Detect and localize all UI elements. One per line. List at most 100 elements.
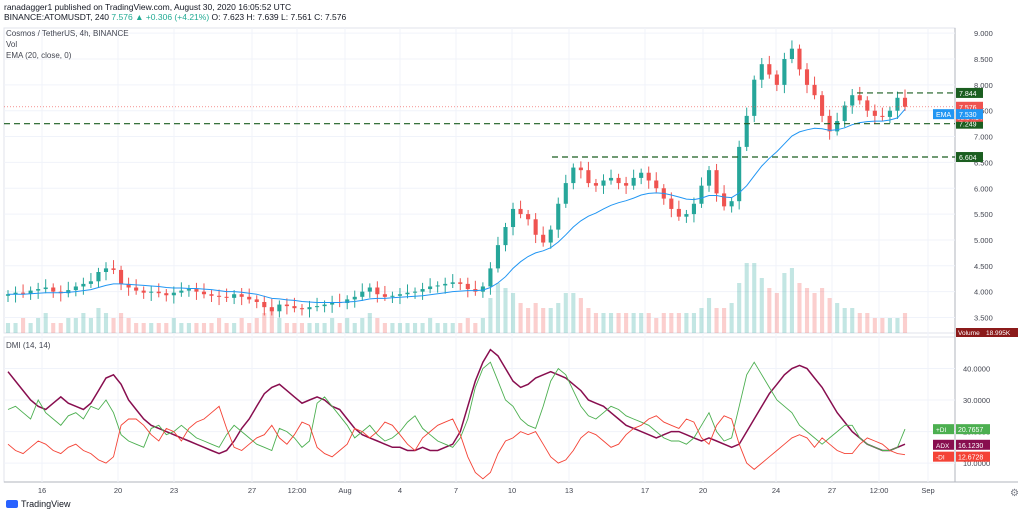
legend-ema[interactable]: EMA (20, close, 0) xyxy=(6,51,72,60)
candle-body xyxy=(111,268,116,270)
volume-bar xyxy=(593,313,599,333)
legend-pair[interactable]: Cosmos / TetherUS, 4h, BINANCE xyxy=(6,29,129,38)
dmi-line-di xyxy=(7,361,906,452)
volume-bar xyxy=(314,323,320,333)
candle-body xyxy=(608,177,614,181)
candle-body xyxy=(624,183,629,186)
price-tick-label: 4.000 xyxy=(974,288,993,297)
level-tag xyxy=(956,152,983,163)
candle-body xyxy=(5,294,11,296)
ema-line xyxy=(8,108,906,303)
volume-bar xyxy=(804,288,810,333)
candle-body xyxy=(578,167,583,171)
candle-body xyxy=(126,283,131,288)
volume-bar xyxy=(571,293,576,333)
volume-bar xyxy=(902,313,908,333)
candle-body xyxy=(314,306,320,308)
volume-bar xyxy=(119,313,124,333)
time-tick-label: 23 xyxy=(170,486,178,495)
volume-bar xyxy=(420,323,425,333)
candle-body xyxy=(330,301,335,305)
volume-bar xyxy=(299,323,305,333)
candle-body xyxy=(299,308,305,310)
volume-bar xyxy=(367,313,372,333)
price-tick-label: 4.500 xyxy=(974,262,993,271)
candle-body xyxy=(390,295,395,297)
candle-body xyxy=(759,64,764,80)
candle-body xyxy=(307,307,312,310)
time-tick-label: 10 xyxy=(508,486,516,495)
candle-body xyxy=(217,295,222,297)
volume-bar xyxy=(488,298,493,333)
candle-body xyxy=(194,289,199,292)
volume-bar xyxy=(156,323,161,333)
dmi-value-tag xyxy=(956,451,990,462)
candle-body xyxy=(51,287,56,292)
candle-body xyxy=(232,294,237,298)
volume-bar xyxy=(292,323,297,333)
volume-bar xyxy=(284,323,289,333)
candle-body xyxy=(36,289,41,291)
legend-volume[interactable]: Vol xyxy=(6,40,18,49)
time-tick-label: 24 xyxy=(772,486,780,495)
settings-gear-icon[interactable]: ⚙ xyxy=(1010,488,1019,499)
volume-bar xyxy=(518,303,523,333)
time-tick-label: Sep xyxy=(921,486,934,495)
volume-bar xyxy=(676,313,681,333)
candle-body xyxy=(480,286,485,292)
price-tick-label: 7.000 xyxy=(974,133,993,142)
candle-body xyxy=(691,203,696,215)
volume-tag-value: 18.995K xyxy=(986,330,1011,337)
candle-body xyxy=(729,201,734,207)
volume-bar xyxy=(503,288,508,333)
candle-body xyxy=(669,198,674,209)
candle-body xyxy=(812,84,817,96)
candle-body xyxy=(443,283,448,286)
time-tick-label: 16 xyxy=(38,486,46,495)
volume-bar xyxy=(872,318,877,333)
candle-body xyxy=(164,293,169,296)
candle-body xyxy=(277,304,282,312)
volume-bar xyxy=(81,313,86,333)
candle-body xyxy=(284,304,289,307)
candle-body xyxy=(397,294,403,296)
volume-bar xyxy=(5,323,11,333)
time-tick-label: 27 xyxy=(248,486,256,495)
candle-body xyxy=(706,170,712,186)
volume-bar xyxy=(352,323,357,333)
ema-value-tag-label: 7.530 xyxy=(959,112,977,119)
volume-bar xyxy=(789,268,794,333)
price-tick-label: 6.500 xyxy=(974,158,993,167)
price-tick-label: 5.500 xyxy=(974,210,993,219)
volume-bar xyxy=(465,318,470,333)
volume-bar xyxy=(375,318,380,333)
volume-bar xyxy=(58,323,63,333)
level-tag-label: 6.604 xyxy=(959,155,977,162)
volume-bar xyxy=(533,303,538,333)
candle-body xyxy=(533,219,538,235)
candle-body xyxy=(541,234,546,243)
candle-body xyxy=(103,268,109,272)
candle-body xyxy=(81,283,86,287)
candle-body xyxy=(571,167,576,184)
candle-body xyxy=(865,100,870,111)
candle-body xyxy=(209,294,214,296)
candle-body xyxy=(495,245,501,269)
legend-dmi[interactable]: DMI (14, 14) xyxy=(6,341,51,350)
volume-bar xyxy=(639,313,644,333)
price-tick-label: 8.000 xyxy=(974,81,993,90)
candle-body xyxy=(254,299,259,302)
volume-bar xyxy=(450,323,455,333)
volume-bar xyxy=(254,318,259,333)
candle-body xyxy=(639,172,644,178)
tradingview-logo[interactable]: TradingView xyxy=(6,499,71,509)
price-tick-label: 7.500 xyxy=(974,107,993,116)
candle-body xyxy=(412,291,418,293)
volume-bar xyxy=(744,263,749,333)
volume-bar xyxy=(224,323,229,333)
candle-body xyxy=(872,110,877,116)
candle-body xyxy=(458,282,463,284)
candle-body xyxy=(714,170,719,194)
candle-body xyxy=(156,291,161,294)
volume-bar xyxy=(21,318,26,333)
